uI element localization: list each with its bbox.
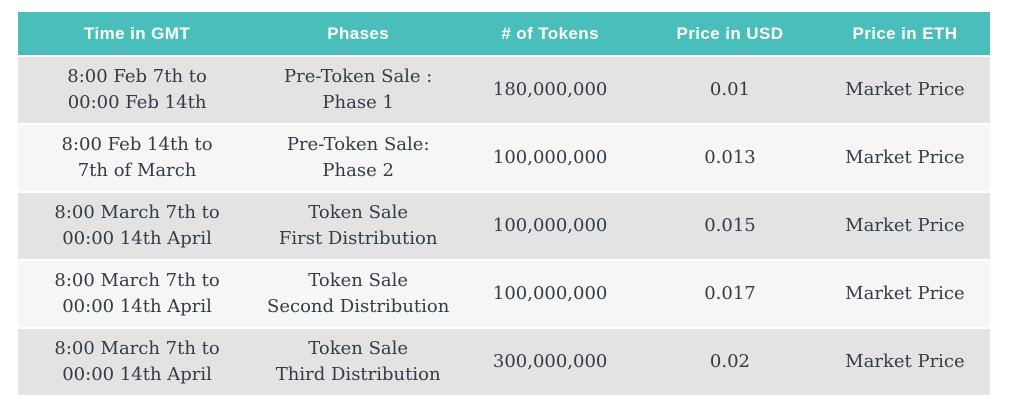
table-row: 8:00 March 7th to 00:00 14th April Token… [18,191,990,260]
cell-price-usd: 0.015 [640,191,820,260]
table-header-row: Time in GMT Phases # of Tokens Price in … [18,12,990,56]
table-row: 8:00 March 7th to 00:00 14th April Token… [18,259,990,328]
column-header-num-tokens: # of Tokens [460,12,641,56]
cell-phase: Token Sale First Distribution [256,191,461,260]
table-row: 8:00 Feb 7th to 00:00 Feb 14th Pre-Token… [18,55,990,124]
cell-tokens: 100,000,000 [460,191,641,260]
table-row: 8:00 March 7th to 00:00 14th April Token… [18,327,990,395]
cell-price-usd: 0.02 [640,327,820,395]
cell-tokens: 180,000,000 [460,55,641,124]
cell-phase: Pre-Token Sale : Phase 1 [256,55,461,124]
column-header-time-in-gmt: Time in GMT [18,12,257,56]
cell-price-eth: Market Price [819,191,990,260]
table-row: 8:00 Feb 14th to 7th of March Pre-Token … [18,123,990,192]
cell-price-eth: Market Price [819,259,990,328]
cell-time: 8:00 March 7th to 00:00 14th April [18,191,257,260]
cell-price-eth: Market Price [819,123,990,192]
cell-phase: Pre-Token Sale: Phase 2 [256,123,461,192]
cell-tokens: 100,000,000 [460,259,641,328]
cell-tokens: 100,000,000 [460,123,641,192]
column-header-price-eth: Price in ETH [819,12,990,56]
cell-price-eth: Market Price [819,55,990,124]
cell-price-usd: 0.013 [640,123,820,192]
cell-price-eth: Market Price [819,327,990,395]
cell-time: 8:00 March 7th to 00:00 14th April [18,327,257,395]
token-sale-table: Time in GMT Phases # of Tokens Price in … [18,12,990,395]
cell-tokens: 300,000,000 [460,327,641,395]
cell-time: 8:00 March 7th to 00:00 14th April [18,259,257,328]
column-header-phases: Phases [256,12,461,56]
cell-time: 8:00 Feb 14th to 7th of March [18,123,257,192]
cell-time: 8:00 Feb 7th to 00:00 Feb 14th [18,55,257,124]
cell-price-usd: 0.01 [640,55,820,124]
column-header-price-usd: Price in USD [640,12,820,56]
cell-price-usd: 0.017 [640,259,820,328]
cell-phase: Token Sale Second Distribution [256,259,461,328]
cell-phase: Token Sale Third Distribution [256,327,461,395]
